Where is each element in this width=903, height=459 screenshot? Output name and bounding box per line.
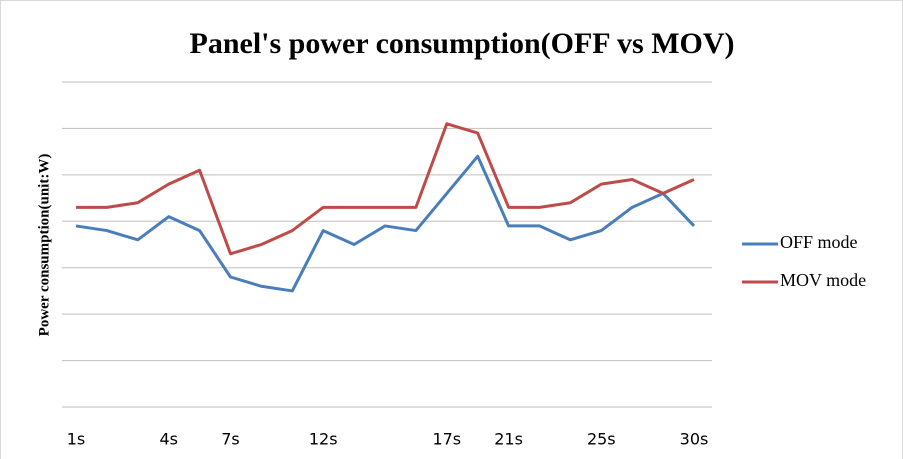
x-tick-label: 1s bbox=[67, 430, 86, 449]
y-axis-label: Power consumption(unit:W) bbox=[36, 154, 52, 337]
x-tick-label: 30s bbox=[680, 430, 709, 449]
x-tick-label: 25s bbox=[587, 430, 616, 449]
x-tick-label: 12s bbox=[309, 430, 338, 449]
series-line bbox=[75, 154, 696, 293]
chart-title: Panel's power consumption(OFF vs MOV) bbox=[190, 27, 735, 60]
x-tick-label: 17s bbox=[432, 430, 461, 449]
legend-label: MOV mode bbox=[780, 270, 866, 290]
legend-label: OFF mode bbox=[780, 232, 858, 252]
x-tick-label: 4s bbox=[159, 430, 178, 449]
x-tick-label: 7s bbox=[221, 430, 240, 449]
x-tick-label: 21s bbox=[494, 430, 523, 449]
series-line bbox=[76, 122, 695, 256]
